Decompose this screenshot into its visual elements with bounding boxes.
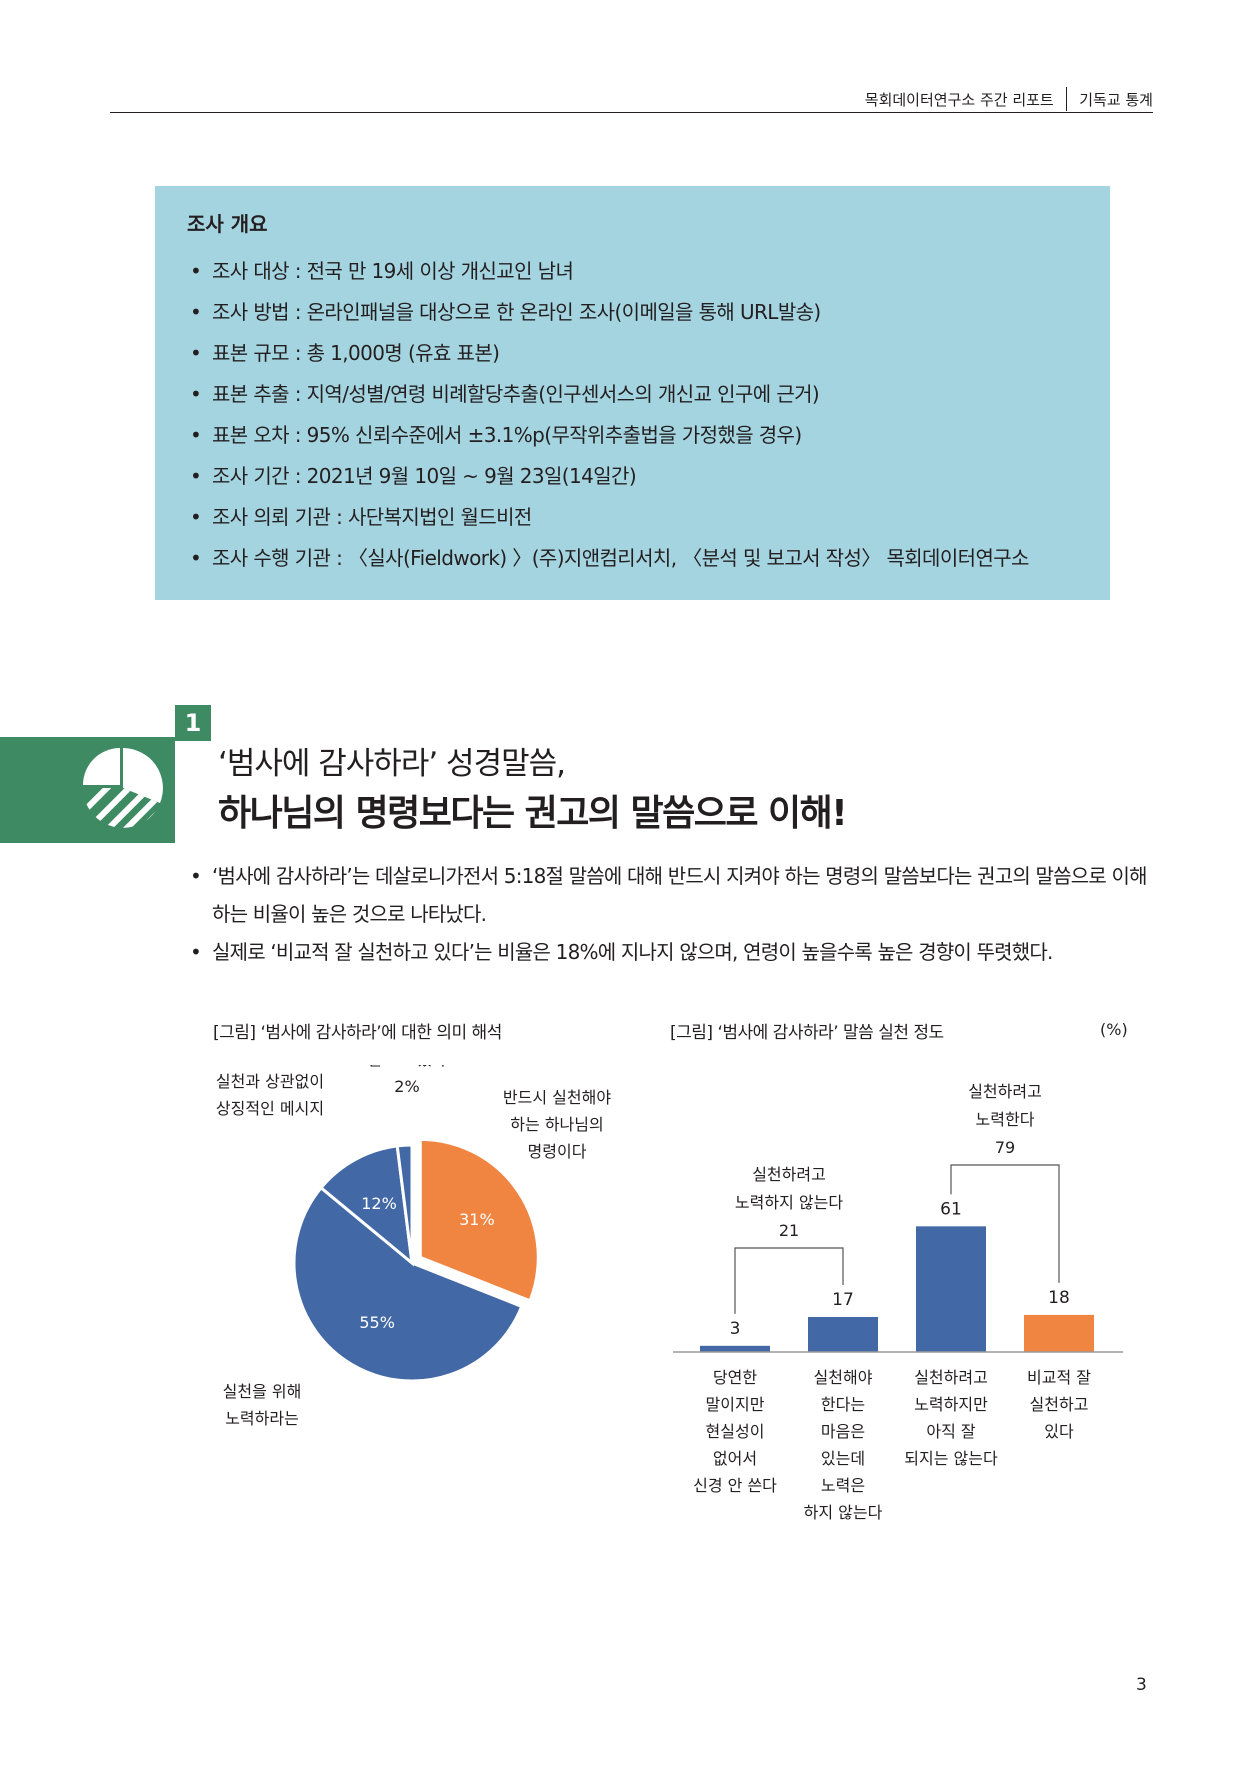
bar-category-label: 하지 않는다 — [804, 1503, 883, 1522]
survey-title: 조사 개요 — [187, 212, 268, 236]
bar-category-label: 마음은 — [821, 1422, 865, 1441]
bar-category-label: 되지는 않는다 — [904, 1449, 998, 1468]
bar-value-label: 17 — [832, 1290, 854, 1310]
survey-item: 표본 추출 : 지역/성별/연령 비례할당추출(인구센서스의 개신교 인구에 근… — [187, 374, 1078, 415]
publication-name: 목회데이터연구소 주간 리포트 — [864, 90, 1054, 109]
survey-item: 조사 기간 : 2021년 9월 10일 ~ 9월 23일(14일간) — [187, 456, 1078, 497]
bar-category-label: 있다 — [1044, 1422, 1074, 1441]
section-title-line2: 하나님의 명령보다는 권고의 말씀으로 이해! — [218, 793, 848, 834]
bar-category-label: 아직 잘 — [926, 1422, 976, 1441]
bar-category-label: 현실성이 — [706, 1422, 765, 1441]
page-header: 목회데이터연구소 주간 리포트 기독교 통계 — [110, 86, 1153, 113]
pie-slice — [318, 1144, 414, 1267]
group-label: 노력하지 않는다 — [735, 1193, 843, 1212]
header-divider — [1065, 87, 1068, 111]
bar — [916, 1226, 986, 1352]
survey-item: 조사 의뢰 기관 : 사단복지법인 월드비전 — [187, 497, 1078, 538]
survey-item-list: 조사 대상 : 전국 만 19세 이상 개신교인 남녀 조사 방법 : 온라인패… — [187, 251, 1078, 579]
bar-category-label: 비교적 잘 — [1027, 1368, 1091, 1387]
bar-category-label: 실천해야 — [814, 1368, 873, 1387]
section-name: 기독교 통계 — [1079, 90, 1153, 109]
pie-category-label: 명령이다 — [528, 1142, 587, 1161]
group-label: 21 — [779, 1221, 799, 1240]
pie-category-label: 실천과 상관없이 — [216, 1072, 324, 1091]
group-label: 실천하려고 — [968, 1082, 1042, 1101]
bar-category-label: 있는데 — [821, 1449, 865, 1468]
survey-item: 조사 수행 기관 : 〈실사(Fieldwork) 〉(주)지앤컴리서치, 〈분… — [187, 538, 1078, 579]
pie-slice — [292, 1185, 524, 1383]
pie-category-label: 하는 하나님의 — [510, 1115, 603, 1134]
group-label: 79 — [995, 1138, 1015, 1157]
survey-item: 조사 대상 : 전국 만 19세 이상 개신교인 남녀 — [187, 251, 1078, 292]
pie-value-label: 12% — [361, 1194, 397, 1213]
bar-value-label: 18 — [1048, 1288, 1070, 1308]
group-label: 실천하려고 — [752, 1165, 826, 1184]
pie-chart-caption: [그림] ‘범사에 감사하라’에 대한 의미 해석 — [213, 1023, 502, 1043]
bar — [1024, 1314, 1094, 1352]
bar-category-label: 당연한 — [713, 1368, 757, 1387]
pie-category-label: 반드시 실천해야 — [503, 1088, 611, 1107]
pie-value-label: 55% — [359, 1313, 395, 1332]
pie-value-label: 31% — [459, 1210, 495, 1229]
survey-item: 표본 규모 : 총 1,000명 (유효 표본) — [187, 333, 1078, 374]
pie-slice — [395, 1143, 414, 1264]
pie-slice — [418, 1137, 540, 1303]
survey-overview-box: 조사 개요 조사 대상 : 전국 만 19세 이상 개신교인 남녀 조사 방법 … — [155, 186, 1110, 600]
pie-category-label: 2% — [394, 1077, 419, 1096]
group-bracket — [950, 1164, 1060, 1283]
bar — [808, 1316, 878, 1352]
bar-chart-unit: (%) — [1100, 1020, 1128, 1039]
bar-category-label: 실천하고 — [1030, 1395, 1089, 1414]
bar-category-label: 노력하지만 — [914, 1395, 988, 1414]
pie-chart-icon — [83, 748, 163, 828]
summary-bullet: 실제로 ‘비교적 잘 실천하고 있다’는 비율은 18%에 지나지 않으며, 연… — [190, 933, 1150, 971]
section-title-line1: ‘범사에 감사하라’ 성경말씀, — [218, 746, 566, 782]
pie-category-label: 잘 모르겠다 — [368, 1065, 447, 1069]
pie-category-label: 실천을 위해 — [223, 1382, 302, 1401]
bar-category-label: 말이지만 — [706, 1395, 765, 1414]
section-number: 1 — [175, 705, 211, 741]
group-label: 노력한다 — [976, 1110, 1035, 1129]
bar-value-label: 3 — [730, 1319, 741, 1339]
survey-item: 표본 오차 : 95% 신뢰수준에서 ±3.1%p(무작위추출법을 가정했을 경… — [187, 415, 1078, 456]
pie-category-label: 노력하라는 — [225, 1409, 299, 1428]
bar-category-label: 노력은 — [821, 1476, 865, 1495]
bar-category-label: 실천하려고 — [914, 1368, 988, 1387]
bar-chart-caption: [그림] ‘범사에 감사하라’ 말씀 실천 정도 — [670, 1023, 944, 1043]
bar-category-label: 없어서 — [713, 1449, 757, 1468]
summary-bullets: ‘범사에 감사하라’는 데살로니가전서 5:18절 말씀에 대해 반드시 지켜야… — [190, 857, 1150, 971]
bar — [700, 1345, 770, 1352]
pie-category-label: 상징적인 메시지 — [216, 1099, 324, 1118]
group-bracket — [734, 1247, 844, 1314]
page-number: 3 — [1136, 1675, 1147, 1695]
bar-value-label: 61 — [940, 1199, 962, 1219]
bar-category-label: 신경 안 쓴다 — [693, 1476, 777, 1495]
summary-bullet: ‘범사에 감사하라’는 데살로니가전서 5:18절 말씀에 대해 반드시 지켜야… — [190, 857, 1150, 933]
bar-category-label: 한다는 — [821, 1395, 865, 1414]
survey-item: 조사 방법 : 온라인패널을 대상으로 한 온라인 조사(이메일을 통해 URL… — [187, 292, 1078, 333]
